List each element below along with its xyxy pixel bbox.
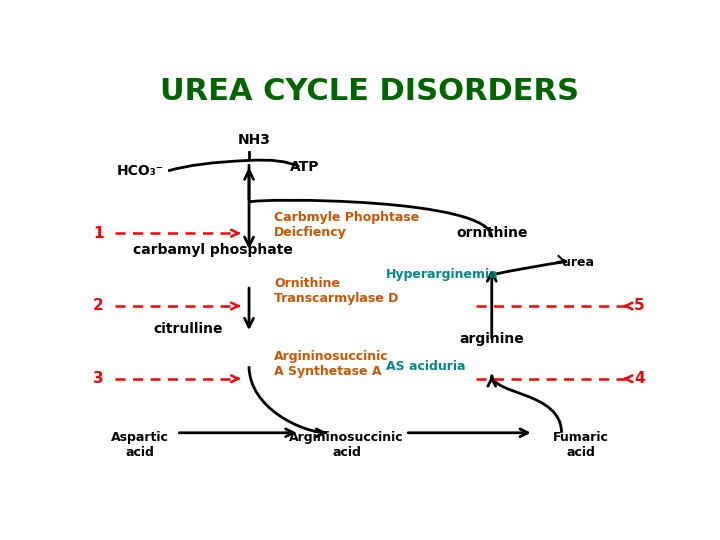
Text: citrulline: citrulline — [153, 322, 222, 336]
Text: Hyperarginemia: Hyperarginemia — [386, 268, 498, 281]
Text: 5: 5 — [634, 299, 644, 313]
Text: UREA CYCLE DISORDERS: UREA CYCLE DISORDERS — [160, 77, 578, 106]
Text: Ornithine
Transcarmylase D: Ornithine Transcarmylase D — [274, 278, 398, 306]
Text: Carbmyle Phophtase
Deicfiency: Carbmyle Phophtase Deicfiency — [274, 211, 419, 239]
Text: 1: 1 — [94, 226, 104, 241]
Text: carbamyl phosphate: carbamyl phosphate — [132, 243, 293, 257]
Text: ATP: ATP — [290, 160, 320, 174]
Text: Argininosuccinic
A Synthetase A: Argininosuccinic A Synthetase A — [274, 350, 389, 378]
Text: 4: 4 — [634, 371, 644, 386]
Text: urea: urea — [562, 256, 594, 269]
Text: ornithine: ornithine — [456, 226, 528, 240]
Text: arginine: arginine — [459, 332, 524, 346]
Text: NH3: NH3 — [238, 133, 271, 147]
Text: Argininosuccinic
acid: Argininosuccinic acid — [289, 431, 404, 459]
Text: HCO₃⁻: HCO₃⁻ — [117, 164, 163, 178]
Text: Aspartic
acid: Aspartic acid — [112, 431, 169, 459]
Text: 3: 3 — [94, 371, 104, 386]
Text: Fumaric
acid: Fumaric acid — [553, 431, 609, 459]
Text: 2: 2 — [93, 299, 104, 313]
Text: AS aciduria: AS aciduria — [386, 360, 465, 373]
